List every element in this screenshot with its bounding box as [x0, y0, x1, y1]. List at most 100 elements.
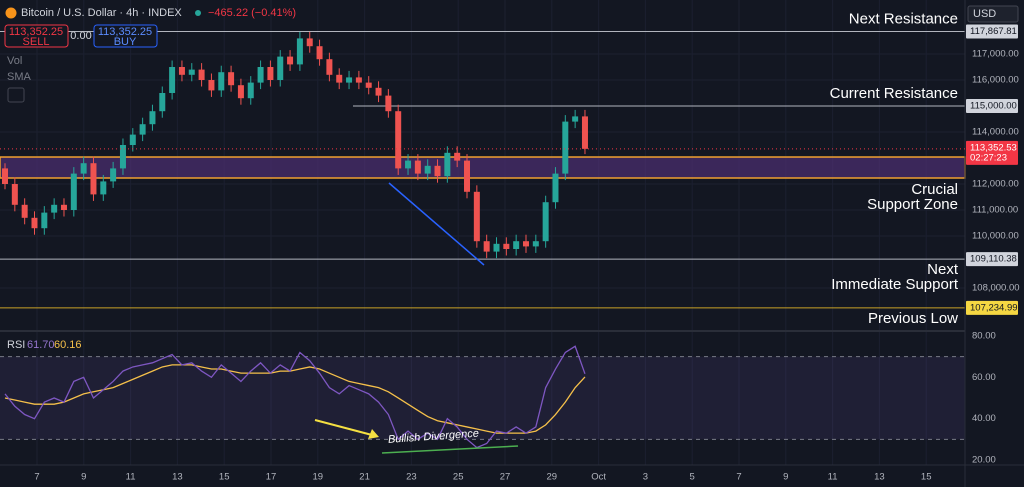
level-label: Current Resistance: [830, 85, 958, 102]
candle-body: [395, 111, 402, 169]
currency: USD: [973, 8, 996, 20]
candle-body: [296, 38, 303, 65]
candle-body: [257, 67, 264, 83]
candle-body: [129, 134, 136, 146]
y-tick-label: 112,000.00: [972, 179, 1019, 190]
candle-body: [80, 163, 87, 174]
x-tick-label: 3: [643, 472, 648, 483]
candle-body: [208, 80, 215, 91]
level-tag: [966, 99, 1018, 114]
status-dot: [195, 10, 201, 16]
candle-body: [434, 165, 441, 177]
candle-body: [277, 56, 284, 81]
x-tick-label: 23: [406, 472, 417, 483]
candle-body: [454, 152, 461, 161]
x-tick-label: 15: [921, 472, 932, 483]
zone-label: Support Zone: [867, 196, 958, 213]
candle-body: [572, 116, 579, 122]
x-tick-label: 19: [313, 472, 324, 483]
sell-price: 113,352.25: [9, 26, 63, 38]
rsi-ma-line: [4, 364, 586, 434]
candle-body: [581, 116, 588, 149]
x-tick-label: 11: [126, 472, 136, 483]
y-tick-label: 111,000.00: [972, 205, 1018, 216]
candle-body: [51, 204, 58, 213]
candle-body: [228, 72, 235, 86]
y-tick-label: 114,000.00: [972, 127, 1019, 138]
rsi-name: RSI: [7, 339, 25, 351]
candle-body: [316, 46, 323, 60]
candle-body: [513, 241, 520, 250]
candle-body: [178, 67, 185, 75]
candle-body: [70, 173, 77, 211]
candle-body: [247, 82, 254, 99]
buy-button[interactable]: [93, 24, 158, 48]
buy-label: BUY: [114, 36, 137, 48]
x-tick-label: 21: [359, 472, 370, 483]
x-tick-label: 15: [219, 472, 230, 483]
candle-body: [306, 38, 313, 47]
sma-label: SMA: [7, 71, 32, 83]
x-tick-label: 29: [547, 472, 558, 483]
buy-price: 113,352.25: [98, 26, 152, 38]
candle-body: [346, 77, 353, 83]
collapse-button[interactable]: [7, 87, 25, 103]
candle-body: [188, 69, 195, 75]
x-tick-label: 27: [500, 472, 511, 483]
x-tick-label: 17: [266, 472, 277, 483]
candle-body: [60, 204, 67, 211]
x-tick-label: 7: [736, 472, 741, 483]
level-label: Immediate Support: [831, 276, 959, 293]
x-tick-label: 5: [690, 472, 695, 483]
rsi-line: [4, 345, 586, 449]
candle-body: [493, 243, 500, 252]
level-label: Next Resistance: [849, 10, 958, 27]
last-price-tag: [966, 140, 1018, 165]
level-tag-label: 117,867.81: [970, 26, 1017, 37]
level-label: Previous Low: [868, 310, 958, 327]
level-tag-label: 109,110.38: [970, 254, 1017, 265]
candle-body: [562, 121, 569, 174]
vol-label: Vol: [7, 55, 22, 67]
candle-body: [169, 67, 176, 94]
candle-body: [473, 191, 480, 242]
candle-body: [287, 56, 294, 65]
candle-body: [355, 77, 362, 83]
sell-button[interactable]: [4, 24, 69, 48]
candle-body: [267, 67, 274, 81]
candle-body: [21, 204, 28, 218]
candle-body: [31, 217, 38, 229]
candle-body: [90, 163, 97, 195]
x-tick-label: 25: [453, 472, 464, 483]
level-tag: [966, 252, 1018, 267]
y-tick-label: 117,000.00: [972, 49, 1019, 60]
currency-button[interactable]: [967, 5, 1019, 23]
y-tick-label: 110,000.00: [972, 231, 1019, 242]
rsi-band: [0, 356, 965, 440]
candle-body: [237, 85, 244, 99]
candle-body: [405, 160, 412, 169]
candle-body: [414, 160, 421, 174]
level-tag-label: 115,000.00: [970, 101, 1017, 112]
candle-body: [100, 181, 107, 195]
candle-body: [159, 93, 166, 112]
level-tag: [966, 24, 1018, 39]
candle-body: [336, 74, 343, 83]
candle-body: [2, 168, 8, 185]
candle-body: [139, 124, 146, 135]
candle-body: [11, 184, 18, 205]
candle-body: [552, 173, 559, 203]
rsi-value: 61.70: [27, 339, 55, 351]
arrow-head: [368, 429, 379, 439]
x-tick-label: 13: [874, 472, 885, 483]
x-tick-label: 13: [172, 472, 183, 483]
level-label: Next: [927, 261, 959, 278]
mark-layer: [2, 31, 588, 449]
x-tick-label: 7: [34, 472, 39, 483]
candle-body: [119, 145, 126, 169]
x-tick-label: 9: [783, 472, 788, 483]
candle-body: [41, 212, 48, 229]
